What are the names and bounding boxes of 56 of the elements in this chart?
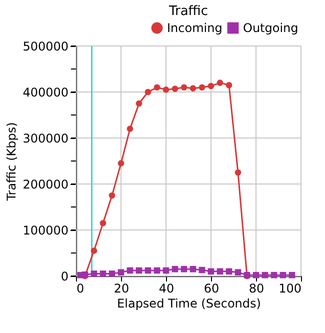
point: [270, 272, 278, 278]
point: [226, 268, 232, 275]
point: [180, 84, 188, 91]
point: [198, 266, 206, 274]
x-tick-label: 20: [114, 282, 130, 296]
point: [100, 270, 106, 277]
point: [154, 84, 160, 91]
point: [234, 269, 242, 276]
point: [216, 268, 224, 275]
point: [90, 270, 98, 277]
point: [180, 266, 188, 272]
point: [144, 267, 152, 274]
point: [162, 267, 170, 274]
point: [162, 86, 170, 93]
point: [190, 266, 196, 272]
point: [252, 272, 260, 278]
point: [108, 270, 116, 277]
point: [118, 160, 124, 166]
point: [172, 86, 178, 92]
y-tick-label: 200000: [22, 178, 68, 192]
y-tick-label: 300000: [22, 132, 68, 146]
y-tick-label: 0: [60, 270, 68, 284]
point: [126, 267, 134, 274]
point: [108, 192, 116, 199]
point: [216, 80, 224, 86]
y-tick-label: 500000: [22, 40, 68, 54]
x-tick-label: 40: [158, 282, 174, 296]
legend-label: Incoming: [167, 21, 222, 35]
point: [144, 88, 152, 96]
point: [234, 169, 242, 176]
chart-title: Traffic: [168, 4, 208, 19]
point: [90, 248, 98, 254]
x-tick-label: 80: [248, 282, 264, 296]
x-tick-label: 0: [76, 282, 84, 296]
point: [226, 82, 232, 88]
y-tick-label: 100000: [22, 224, 68, 238]
y-tick-label: 400000: [22, 86, 68, 100]
point: [288, 272, 296, 278]
point: [172, 266, 178, 272]
legend-label: Outgoing: [243, 21, 298, 35]
point: [100, 220, 106, 226]
point: [208, 268, 214, 275]
x-tick-label: 100: [278, 282, 302, 296]
x-tick-label: 60: [204, 282, 220, 296]
point: [280, 272, 286, 278]
point: [208, 82, 214, 90]
point: [262, 272, 268, 278]
point: [136, 100, 142, 107]
point: [136, 267, 142, 274]
point: [198, 84, 206, 91]
y-axis-title: Traffic (Kbps): [4, 122, 19, 202]
point: [118, 269, 124, 276]
point: [190, 85, 196, 92]
x-axis-title: Elapsed Time (Seconds): [117, 296, 261, 310]
point: [126, 126, 134, 132]
point: [154, 267, 160, 274]
